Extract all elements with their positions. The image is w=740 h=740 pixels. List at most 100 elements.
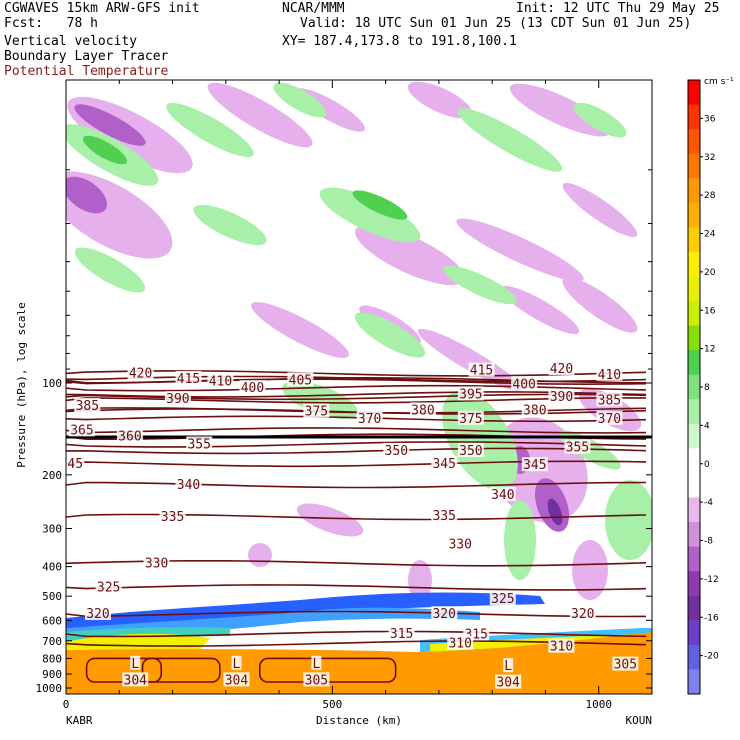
colorbar-label: 36 — [704, 114, 716, 124]
colorbar-swatch — [688, 620, 700, 646]
theta-label-bg — [122, 672, 149, 687]
theta-label: 310 — [448, 637, 471, 652]
y-tick-label: 700 — [42, 635, 62, 648]
y-axis-label: Pressure (hPa), log scale — [15, 302, 28, 468]
theta-label: 360 — [118, 430, 141, 445]
theta-label-bg — [130, 655, 141, 670]
theta-label: 304 — [496, 676, 520, 691]
colorbar-swatch — [688, 448, 700, 474]
theta-label-bg — [127, 365, 154, 380]
theta-contour-line — [66, 481, 647, 489]
theta-label-bg — [223, 672, 250, 687]
header-init-time: Init: 12 UTC Thu 29 May 25 — [516, 1, 720, 16]
theta-contour-line — [66, 584, 647, 591]
colorbar-label: 0 — [704, 460, 710, 470]
theta-label-bg — [84, 606, 111, 621]
colorbar-label: 32 — [704, 153, 715, 163]
theta-label-bg — [548, 388, 575, 403]
theta-contour-line — [66, 441, 647, 448]
colorbar-swatch — [688, 153, 700, 179]
colorbar-label: -8 — [704, 537, 713, 547]
theta-label: 335 — [161, 510, 184, 525]
colorbar-swatch — [688, 227, 700, 253]
colorbar-swatch — [688, 80, 700, 106]
theta-label-bg — [521, 402, 548, 417]
colorbar-label: 20 — [704, 268, 716, 278]
theta-label: 320 — [571, 607, 594, 622]
header-field-vertical-velocity: Vertical velocity — [4, 34, 138, 49]
colorbar-swatch — [688, 202, 700, 228]
theta-label-bg — [503, 658, 514, 673]
theta-label: 355 — [187, 437, 210, 452]
colorbar-label: 28 — [704, 191, 716, 201]
theta-label-bg — [511, 376, 538, 391]
colorbar-swatch — [688, 423, 700, 449]
theta-label-bg — [489, 487, 516, 502]
theta-label: 405 — [289, 373, 312, 388]
y-tick-label: 200 — [42, 469, 62, 482]
colorbar-swatch — [688, 374, 700, 400]
colorbar-swatch — [688, 399, 700, 425]
theta-label-bg — [447, 635, 474, 650]
y-tick-label: 1000 — [36, 682, 63, 695]
theta-label-bg — [431, 508, 458, 523]
theta-label-bg — [303, 403, 330, 418]
colorbar-swatch — [688, 669, 700, 695]
header-title: CGWAVES 15km ARW-GFS init — [4, 1, 200, 16]
theta-label-bg — [159, 508, 186, 523]
theta-label: 370 — [598, 412, 621, 427]
theta-contour-line — [66, 408, 647, 415]
theta-label: 345 — [432, 457, 455, 472]
theta-label-bg — [521, 457, 548, 472]
x-axis-right-station: KOUN — [626, 714, 653, 727]
theta-label: 340 — [491, 488, 514, 503]
theta-label: 385 — [598, 393, 621, 408]
theta-label-bg — [303, 672, 330, 687]
plot-frame — [65, 79, 653, 695]
theta-label: 400 — [512, 377, 535, 392]
theta-label: 315 — [390, 627, 413, 642]
theta-label-bg — [239, 380, 266, 395]
colorbar-swatch — [688, 104, 700, 130]
theta-label-bg — [356, 410, 383, 425]
theta-label-bg — [447, 536, 474, 551]
theta-label-bg — [311, 655, 322, 670]
colorbar-swatch — [688, 595, 700, 621]
theta-label-bg — [164, 391, 191, 406]
theta-closed-contour — [141, 657, 221, 683]
y-tick-label: 900 — [42, 668, 62, 681]
theta-contour-line — [66, 630, 647, 638]
theta-label: 410 — [209, 375, 232, 390]
theta-label-bg — [175, 477, 202, 492]
theta-label-bg — [68, 422, 95, 437]
theta-label: L — [131, 657, 139, 672]
theta-contour-line — [66, 460, 647, 468]
colorbar-swatch — [688, 276, 700, 302]
theta-label: 395 — [459, 387, 482, 402]
strong-positive-w-regions — [82, 135, 408, 220]
theta-label-bg — [431, 455, 458, 470]
colorbar-swatch — [688, 178, 700, 204]
theta-label-bg — [388, 625, 415, 640]
colorbar-swatch — [688, 472, 700, 499]
theta-label: 320 — [432, 607, 455, 622]
colorbar-swatch — [688, 251, 700, 277]
theta-label-bg — [175, 370, 202, 385]
colorbar-swatch — [688, 301, 700, 327]
theta-label: 380 — [411, 403, 434, 418]
tracer-layer-yellow — [66, 633, 210, 654]
theta-label: 365 — [70, 423, 93, 438]
y-tick-label: 500 — [42, 590, 62, 603]
theta-contour-line — [66, 415, 647, 423]
theta-contour-line — [66, 447, 647, 455]
y-tick-label: 800 — [42, 652, 62, 665]
x-axis-left-station: KABR — [66, 714, 93, 727]
theta-label: 385 — [76, 399, 99, 414]
header-center: NCAR/MMM — [282, 1, 345, 16]
theta-label-bg — [409, 402, 436, 417]
colorbar: 36 32 28 24 20 16 12 8 4 0 -4 -8 -12 -16 -20 — [687, 79, 719, 695]
theta-label: 390 — [166, 392, 189, 407]
theta-label: 350 — [385, 444, 408, 459]
theta-label-bg — [548, 361, 575, 376]
theta-label-bg — [383, 442, 410, 457]
